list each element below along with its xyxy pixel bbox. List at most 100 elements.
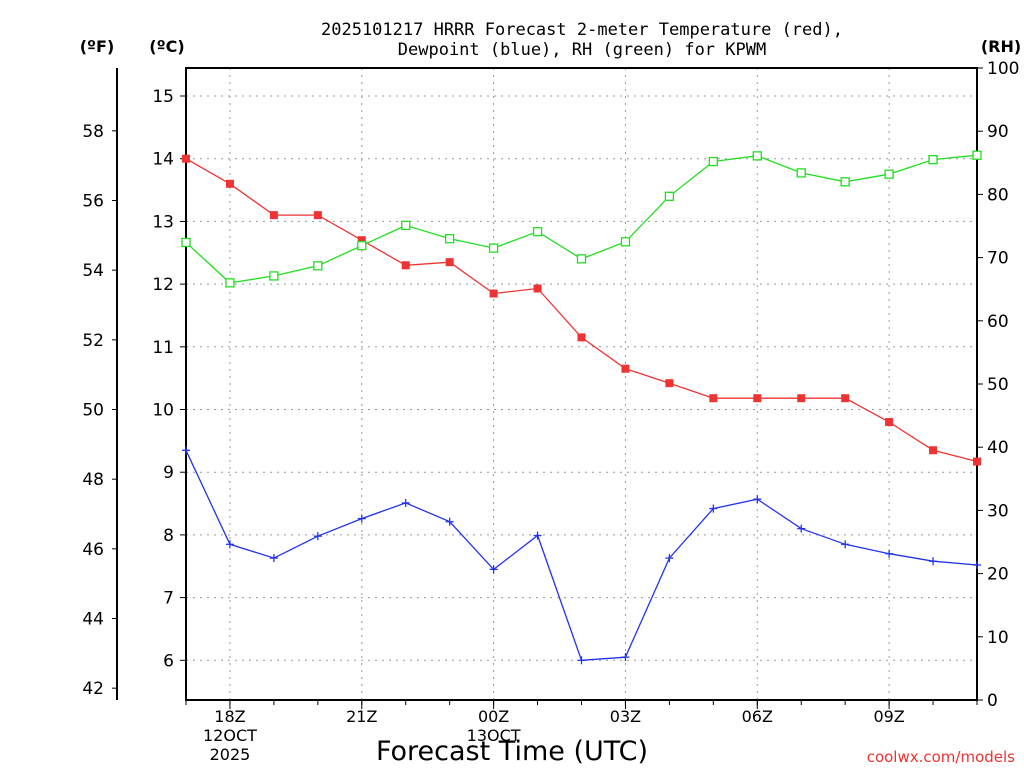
rh-tick-label: 80 xyxy=(987,185,1009,205)
dewpoint-point xyxy=(621,653,630,662)
temperature-line xyxy=(185,158,978,463)
x-axis-label: Forecast Time (UTC) xyxy=(376,736,648,767)
axes: 42 44 46 48 50 52 54 56 58 6 7 8 9 10 11 12 13 14 15 0 10 20 3… xyxy=(82,59,1019,764)
rh-tick-label: 10 xyxy=(987,628,1009,648)
dewpoint-point xyxy=(709,504,718,513)
rh-point xyxy=(664,191,675,201)
rh-tick-label: 90 xyxy=(987,122,1009,142)
dewpoint-point xyxy=(841,540,850,549)
watermark: coolwx.com/models xyxy=(867,748,1015,766)
fahrenheit-tick-label: 56 xyxy=(82,192,104,212)
x-tick-label: 03Z xyxy=(610,707,641,726)
rh-point xyxy=(972,150,982,160)
temperature-point xyxy=(533,284,542,293)
fahrenheit-tick-label: 44 xyxy=(82,610,104,630)
celsius-tick-label: 10 xyxy=(152,401,174,421)
rh-point xyxy=(357,240,367,251)
dewpoint-point xyxy=(929,557,938,566)
fahrenheit-tick-label: 52 xyxy=(82,331,104,351)
dewpoint-point xyxy=(797,524,806,533)
data-series xyxy=(181,150,982,665)
rh-line xyxy=(185,154,978,284)
celsius-tick-label: 13 xyxy=(152,212,174,232)
rh-point xyxy=(225,278,235,288)
dewpoint-point xyxy=(533,531,542,540)
temperature-point xyxy=(269,211,278,220)
rh-point xyxy=(620,237,631,247)
rh-point xyxy=(181,237,191,248)
dewpoint-point xyxy=(225,540,234,549)
rh-point xyxy=(488,243,499,253)
temperature-point xyxy=(489,289,498,298)
temperature-point xyxy=(182,154,190,163)
x-tick-label: 00Z xyxy=(478,707,509,726)
dewpoint-point xyxy=(577,656,586,665)
rh-point xyxy=(445,233,455,244)
temperature-point xyxy=(313,211,322,220)
rh-tick-label: 50 xyxy=(987,375,1009,395)
rh-tick-label: 70 xyxy=(987,249,1009,269)
celsius-tick-label: 9 xyxy=(163,463,174,483)
temperature-point xyxy=(709,394,718,403)
grid-lines xyxy=(186,68,977,700)
fahrenheit-tick-label: 46 xyxy=(82,540,104,560)
dewpoint-point xyxy=(357,514,366,523)
dewpoint-point xyxy=(313,532,322,541)
celsius-tick-label: 14 xyxy=(152,150,174,170)
temperature-point xyxy=(753,394,762,403)
temperature-point xyxy=(401,261,410,270)
fahrenheit-axis-unit: (ºF) xyxy=(80,37,115,56)
fahrenheit-tick-label: 48 xyxy=(82,470,104,490)
x-tick-date: 13OCT xyxy=(467,726,521,745)
temperature-point xyxy=(621,364,630,373)
temperature-point xyxy=(445,258,454,267)
dewpoint-point xyxy=(269,554,278,563)
x-tick-label: 06Z xyxy=(742,707,773,726)
rh-tick-label: 100 xyxy=(987,59,1019,79)
rh-tick-label: 40 xyxy=(987,438,1009,458)
rh-point xyxy=(576,254,587,264)
dewpoint-line xyxy=(185,450,978,661)
rh-axis-unit: (RH) xyxy=(981,37,1021,56)
celsius-tick-label: 7 xyxy=(163,589,174,609)
temperature-point xyxy=(885,418,894,427)
celsius-tick-label: 8 xyxy=(163,526,174,546)
temperature-point xyxy=(973,457,981,466)
temperature-point xyxy=(357,236,366,245)
rh-point xyxy=(928,154,938,165)
rh-point xyxy=(401,220,411,231)
rh-point xyxy=(532,227,543,237)
dewpoint-point xyxy=(973,560,981,569)
celsius-axis-unit: (ºC) xyxy=(149,37,184,56)
dewpoint-point xyxy=(753,495,762,504)
fahrenheit-tick-label: 54 xyxy=(82,261,104,281)
dewpoint-point xyxy=(489,565,498,574)
rh-point xyxy=(884,169,894,179)
rh-point xyxy=(752,151,762,161)
x-tick-label: 09Z xyxy=(873,707,904,726)
dewpoint-point xyxy=(885,549,894,558)
rh-point xyxy=(708,156,718,167)
rh-tick-label: 0 xyxy=(987,691,998,711)
rh-tick-label: 30 xyxy=(987,501,1009,521)
temperature-point xyxy=(577,333,586,342)
x-tick-label: 21Z xyxy=(346,707,377,726)
chart-title-line2: Dewpoint (blue), RH (green) for KPWM xyxy=(398,40,766,60)
fahrenheit-tick-label: 50 xyxy=(82,401,104,421)
fahrenheit-tick-label: 42 xyxy=(82,679,104,699)
rh-point xyxy=(269,271,279,281)
dewpoint-point xyxy=(182,446,190,455)
x-tick-label: 18Z xyxy=(214,707,245,726)
rh-point xyxy=(313,261,323,271)
temperature-point xyxy=(929,446,938,455)
temperature-point xyxy=(225,179,234,188)
temperature-point xyxy=(841,394,850,403)
rh-point xyxy=(796,168,806,178)
temperature-point xyxy=(665,379,674,388)
plot-frame xyxy=(185,67,978,701)
rh-point xyxy=(840,177,850,187)
celsius-tick-label: 12 xyxy=(152,275,174,295)
x-tick-date: 12OCT xyxy=(203,726,257,745)
dewpoint-point xyxy=(665,554,674,563)
celsius-tick-label: 11 xyxy=(152,338,174,358)
